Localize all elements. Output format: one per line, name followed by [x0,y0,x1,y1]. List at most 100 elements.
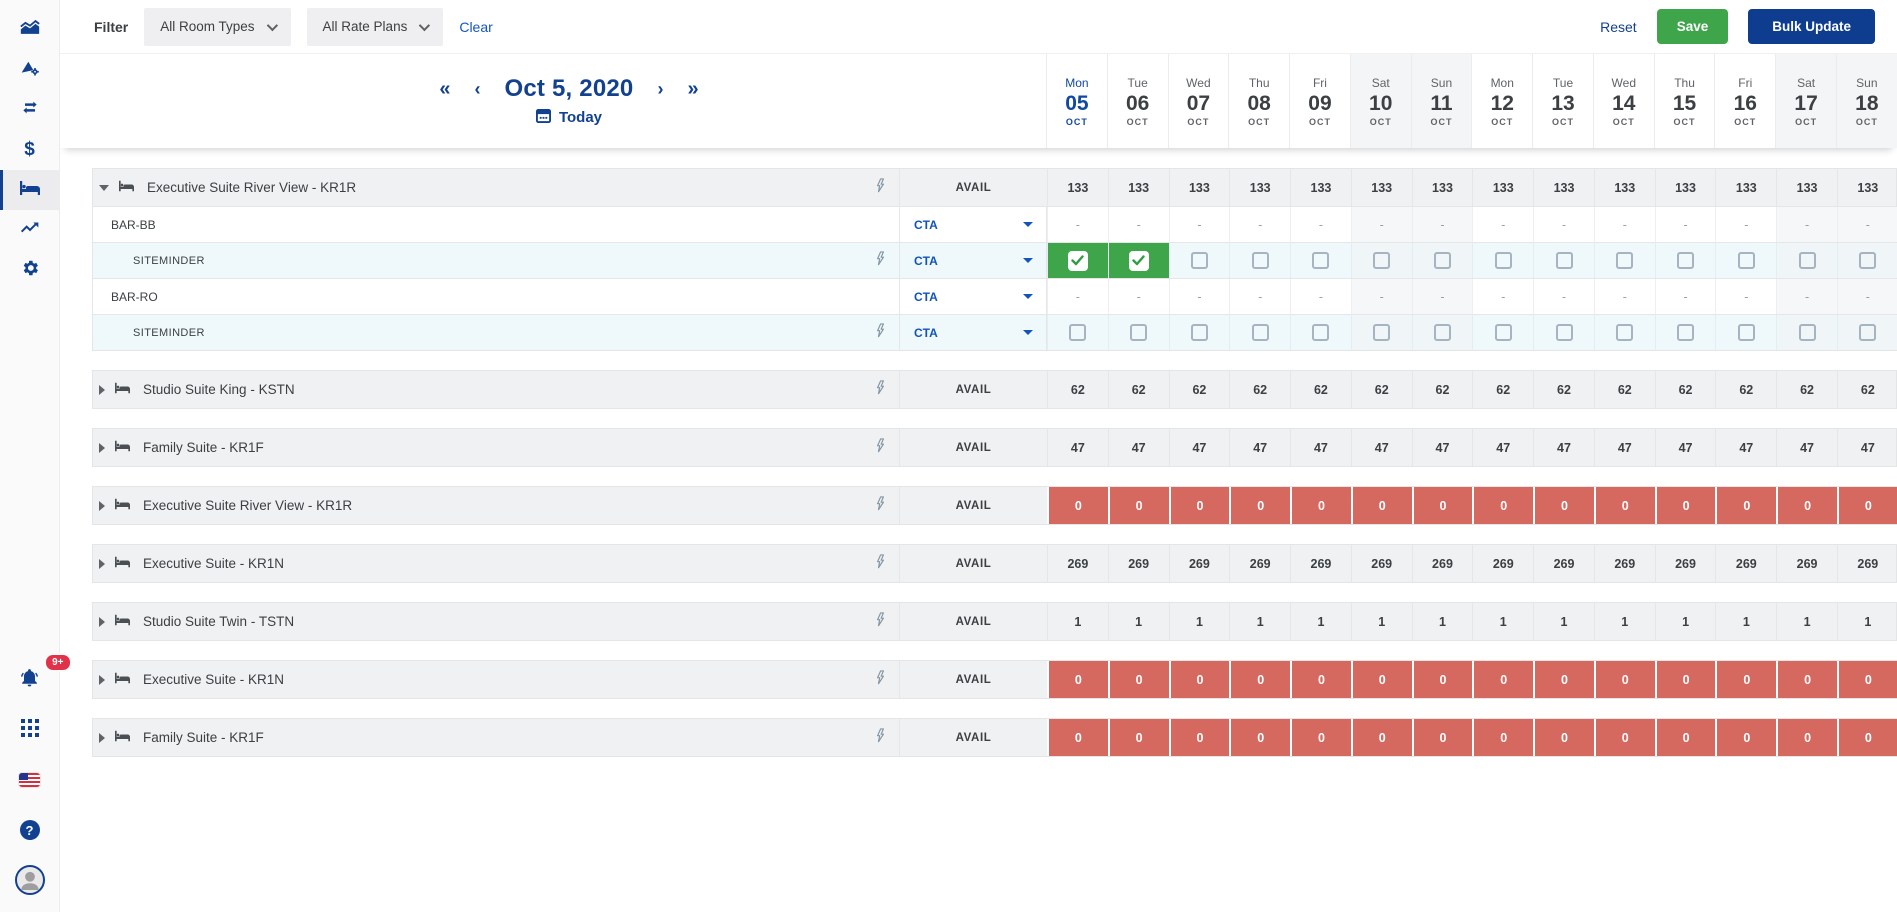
rate-value-cell[interactable]: - [1593,279,1655,314]
rate-value-cell[interactable]: - [1411,279,1473,314]
checkbox-unchecked[interactable] [1494,324,1512,341]
rate-value-cell[interactable]: - [1107,279,1169,314]
checkbox-unchecked[interactable] [1130,324,1148,341]
room-type-header-row[interactable]: Studio Suite King - KSTN AVAIL 62 62 62 62 62 6… [93,371,1896,408]
previous-arrow[interactable]: ‹ [474,78,481,99]
cta-dropdown[interactable]: CTA [899,279,1047,314]
sidebar-item-profile[interactable] [0,860,60,900]
checkbox-unchecked[interactable] [1069,324,1087,341]
expand-caret-icon[interactable] [99,384,105,395]
rate-value-cell[interactable]: - [1593,207,1655,242]
checkbox-unchecked[interactable] [1798,324,1816,341]
rate-value-cell[interactable]: - [1836,207,1897,242]
room-type-header-row[interactable]: Family Suite - KR1F AVAIL 0 0 0 0 0 0 0 0 0 0 0 0 0 0 [93,719,1897,756]
sidebar-item-apps[interactable] [0,710,60,750]
checkbox-unchecked[interactable] [1677,252,1695,269]
checkbox-unchecked[interactable] [1616,252,1634,269]
checkbox-unchecked[interactable] [1373,324,1391,341]
expand-caret-icon[interactable] [99,500,105,511]
checkbox-unchecked[interactable] [1737,252,1755,269]
rate-value-cell[interactable]: - [1168,207,1230,242]
checkbox-unchecked[interactable] [1859,324,1877,341]
sidebar-item-dashboard[interactable] [0,10,60,50]
rate-value-cell[interactable]: - [1715,207,1776,242]
rate-plans-dropdown[interactable]: All Rate Plans [306,7,444,46]
rate-value-cell[interactable]: - [1350,207,1412,242]
rate-value-cell[interactable]: - [1776,207,1837,242]
rate-value-cell[interactable]: - [1472,207,1533,242]
checkbox-unchecked[interactable] [1433,252,1451,269]
rate-value-cell[interactable]: - [1229,279,1290,314]
room-type-header-row[interactable]: Executive Suite River View - KR1R AVAIL 13… [93,169,1896,206]
rate-value-cell[interactable]: - [1654,279,1716,314]
rate-value-cell[interactable]: - [1472,279,1533,314]
checkbox-unchecked[interactable] [1677,324,1695,341]
expand-caret-icon[interactable] [99,616,105,627]
cta-dropdown[interactable]: CTA [899,207,1047,242]
sidebar-item-notifications[interactable]: 9+ [0,653,72,700]
checkbox-unchecked[interactable] [1190,324,1208,341]
last-page-arrow[interactable]: » [687,77,699,100]
checkbox-checked[interactable] [1067,250,1088,271]
sidebar-item-settings[interactable] [0,250,60,290]
room-type-header-row[interactable]: Executive Suite - KR1N AVAIL 269 269 269 269 2… [93,545,1896,582]
rate-value-cell[interactable]: - [1168,279,1230,314]
current-date-title[interactable]: Oct 5, 2020 [504,74,634,102]
sidebar-item-help[interactable]: ? [0,810,60,850]
collapse-caret-icon[interactable] [99,184,109,191]
cta-dropdown[interactable]: CTA [899,243,1047,278]
sidebar-item-room-mapping[interactable] [0,90,60,130]
rate-value-cell[interactable]: - [1654,207,1716,242]
checkbox-unchecked[interactable] [1312,324,1330,341]
room-types-dropdown[interactable]: All Room Types [144,7,291,46]
checkbox-unchecked[interactable] [1373,252,1391,269]
next-arrow[interactable]: › [657,78,664,99]
save-button[interactable]: Save [1656,9,1729,44]
cta-dropdown[interactable]: CTA [899,315,1047,350]
rate-value-cell[interactable]: - [1411,207,1473,242]
checkbox-unchecked[interactable] [1494,252,1512,269]
rate-value-cell[interactable]: - [1290,279,1351,314]
rate-value-cell[interactable]: - [1533,207,1594,242]
checkbox-unchecked[interactable] [1312,252,1330,269]
checkbox-unchecked[interactable] [1555,324,1573,341]
sidebar-item-pricing[interactable]: $ [0,130,60,170]
sidebar-item-rooms-active[interactable] [0,170,60,210]
sidebar-item-forecast[interactable] [0,210,60,250]
rate-value-cell[interactable]: - [1290,207,1351,242]
sidebar-item-rate-settings[interactable] [0,50,60,90]
rate-value-cell[interactable]: - [1107,207,1169,242]
room-type-header-row[interactable]: Executive Suite - KR1N AVAIL 0 0 0 0 0 0 0 0 0 0 0 0 0… [93,661,1897,698]
rate-value-cell[interactable]: - [1533,279,1594,314]
room-type-header-row[interactable]: Studio Suite Twin - TSTN AVAIL 1 1 1 1 1 1 1 1 1 1 1… [93,603,1896,640]
checkbox-unchecked[interactable] [1251,324,1269,341]
rate-value-cell[interactable]: - [1047,207,1108,242]
rate-value-cell[interactable]: - [1229,207,1290,242]
checkbox-unchecked[interactable] [1798,252,1816,269]
rate-value-cell[interactable]: - [1047,279,1108,314]
clear-filters-link[interactable]: Clear [459,18,493,35]
checkbox-unchecked[interactable] [1251,252,1269,269]
checkbox-unchecked[interactable] [1433,324,1451,341]
checkbox-unchecked[interactable] [1616,324,1634,341]
checkbox-unchecked[interactable] [1859,252,1877,269]
expand-caret-icon[interactable] [99,732,105,743]
checkbox-checked[interactable] [1128,250,1149,271]
bulk-update-button[interactable]: Bulk Update [1748,9,1875,44]
reset-button[interactable]: Reset [1600,18,1637,35]
room-type-header-row[interactable]: Family Suite - KR1F AVAIL 47 47 47 47 47 47 47 47… [93,429,1896,466]
room-type-header-row[interactable]: Executive Suite River View - KR1R AVAIL 0 0… [93,487,1897,524]
first-page-arrow[interactable]: « [439,77,451,100]
checkbox-unchecked[interactable] [1737,324,1755,341]
checkbox-unchecked[interactable] [1555,252,1573,269]
checkbox-unchecked[interactable] [1190,252,1208,269]
rate-value-cell[interactable]: - [1776,279,1837,314]
today-button[interactable]: Today [535,108,602,128]
expand-caret-icon[interactable] [99,674,105,685]
expand-caret-icon[interactable] [99,558,105,569]
rate-value-cell[interactable]: - [1836,279,1897,314]
rate-value-cell[interactable]: - [1350,279,1412,314]
expand-caret-icon[interactable] [99,442,105,453]
sidebar-item-language[interactable] [0,760,60,800]
rate-value-cell[interactable]: - [1715,279,1776,314]
